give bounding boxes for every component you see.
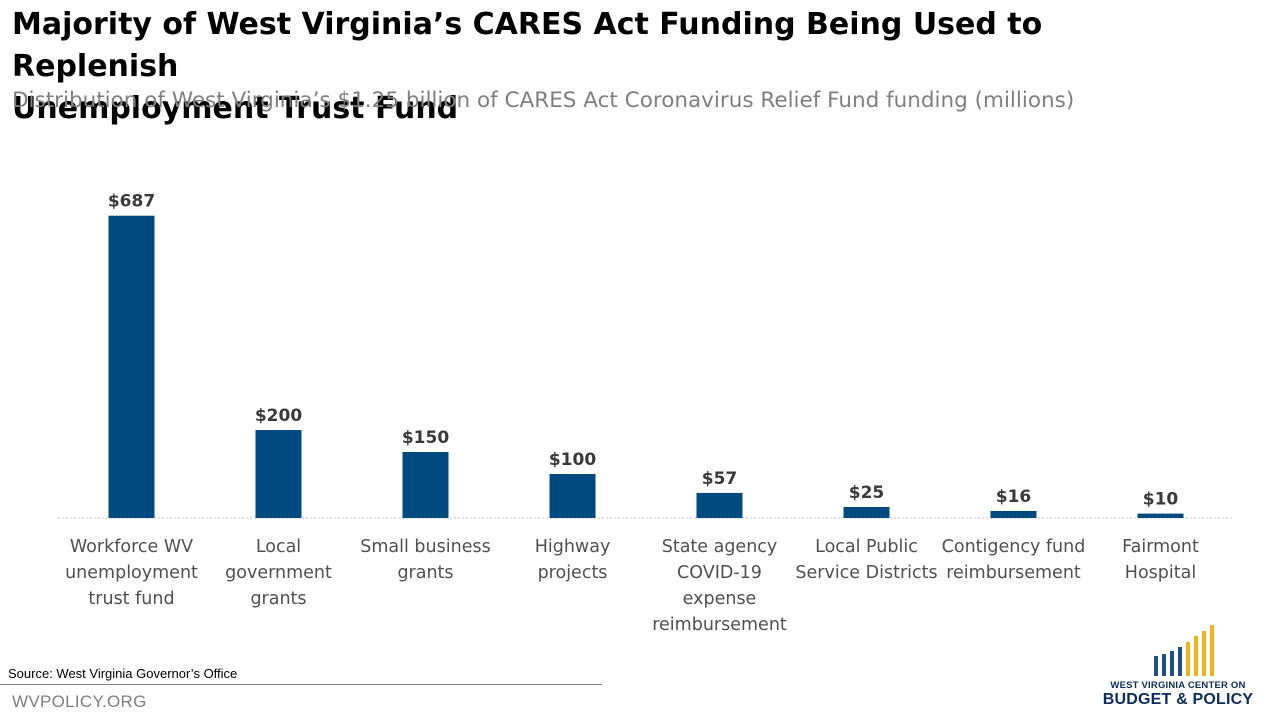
bar-4 bbox=[696, 492, 743, 518]
category-label-2-line-0: Small business bbox=[360, 537, 490, 557]
category-label-4-line-1: COVID-19 bbox=[677, 563, 762, 583]
data-label-7: $10 bbox=[1143, 490, 1179, 510]
bar-2 bbox=[402, 452, 449, 518]
bar-7 bbox=[1137, 513, 1184, 518]
bar-chart: $687 Workforce WV unemployment trust fund $2… bbox=[58, 192, 1234, 635]
category-label-6-line-0: Contigency fund bbox=[942, 537, 1086, 557]
category-label-3-line-0: Highway bbox=[535, 537, 611, 557]
category-label-0: Workforce WV unemployment trust fund bbox=[65, 537, 198, 609]
data-label-1: $200 bbox=[255, 406, 302, 426]
category-label-3-line-1: projects bbox=[538, 563, 608, 583]
data-label-5: $25 bbox=[849, 483, 885, 503]
bar-logo-icon bbox=[1154, 625, 1214, 676]
data-label-2: $150 bbox=[402, 428, 449, 448]
chart-title-line-1: Majority of West Virginia’s CARES Act Fu… bbox=[12, 7, 1043, 84]
bar-0 bbox=[108, 215, 155, 518]
category-label-4-line-0: State agency bbox=[662, 537, 778, 557]
bar-1 bbox=[255, 430, 302, 518]
category-label-2-line-1: grants bbox=[397, 563, 453, 583]
data-label-0: $687 bbox=[108, 192, 155, 212]
category-label-5-line-1: Service Districts bbox=[795, 563, 937, 583]
logo-text-line-2: BUDGET & POLICY bbox=[1102, 691, 1254, 708]
category-label-4-line-2: expense bbox=[683, 589, 757, 609]
category-label-7: Fairmont Hospital bbox=[1122, 537, 1199, 583]
logo-text-line-1: WEST VIRGINIA CENTER ON bbox=[1110, 680, 1246, 691]
category-label-5-line-0: Local Public bbox=[815, 537, 918, 557]
source-divider bbox=[0, 684, 602, 685]
chart-title-line-2: Unemployment Trust Fund bbox=[12, 91, 459, 126]
chart-subtitle: Distribution of West Virginia’s $1.25 bi… bbox=[12, 88, 1075, 113]
bars-group: $687 Workforce WV unemployment trust fund $2… bbox=[65, 192, 1199, 635]
category-label-7-line-1: Hospital bbox=[1125, 563, 1196, 583]
chart-title: Majority of West Virginia’s CARES Act Fu… bbox=[12, 4, 1192, 130]
bar-6 bbox=[990, 510, 1037, 518]
source-note: Source: West Virginia Governor’s Office bbox=[8, 666, 238, 681]
category-label-5: Local Public Service Districts bbox=[795, 537, 937, 583]
category-label-4: State agency COVID-19 expense reimbursement bbox=[652, 537, 787, 635]
footer-url: WVPOLICY.ORG bbox=[12, 692, 147, 711]
category-label-3: Highway projects bbox=[535, 537, 611, 583]
category-label-1-line-1: government bbox=[225, 563, 332, 583]
data-label-3: $100 bbox=[549, 450, 596, 470]
category-label-2: Small business grants bbox=[360, 537, 490, 583]
category-label-6: Contigency fund reimbursement bbox=[942, 537, 1086, 583]
category-label-4-line-3: reimbursement bbox=[652, 615, 787, 635]
category-label-6-line-1: reimbursement bbox=[946, 563, 1081, 583]
category-label-1-line-0: Local bbox=[256, 537, 301, 557]
category-label-0-line-0: Workforce WV bbox=[70, 537, 193, 557]
bar-5 bbox=[843, 507, 890, 518]
organization-logo: WEST VIRGINIA CENTER ON BUDGET & POLICY bbox=[1098, 624, 1258, 714]
category-label-1-line-2: grants bbox=[250, 589, 306, 609]
category-label-1: Local government grants bbox=[225, 537, 332, 609]
category-label-0-line-2: trust fund bbox=[88, 589, 174, 609]
data-label-4: $57 bbox=[702, 469, 738, 489]
category-label-0-line-1: unemployment bbox=[65, 563, 198, 583]
category-label-7-line-0: Fairmont bbox=[1122, 537, 1199, 557]
data-label-6: $16 bbox=[996, 487, 1032, 507]
bar-3 bbox=[549, 474, 596, 518]
